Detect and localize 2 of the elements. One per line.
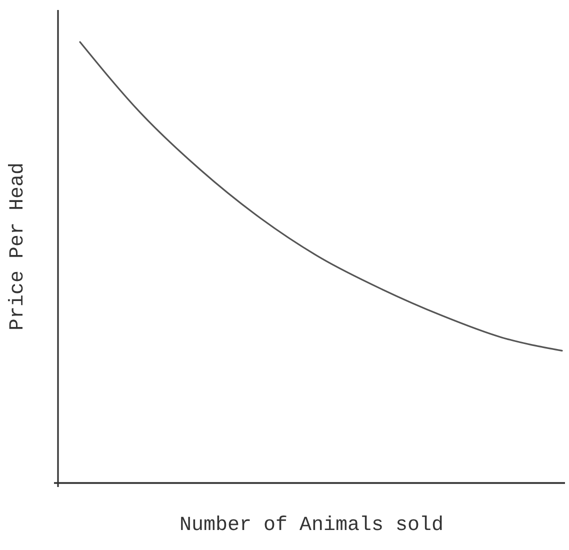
x-axis-title: Number of Animals sold xyxy=(179,514,444,537)
y-axis-title: Price Per Head xyxy=(6,162,30,331)
